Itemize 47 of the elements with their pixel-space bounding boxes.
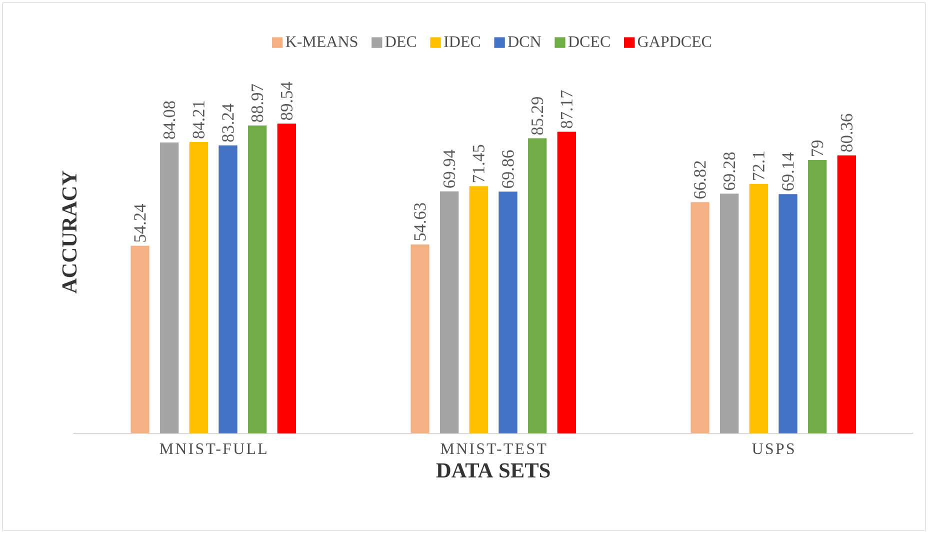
data-label: 66.82: [694, 161, 706, 198]
legend-label: IDEC: [444, 36, 480, 47]
bar: [498, 192, 518, 434]
data-label: 69.28: [723, 152, 736, 190]
bar: [469, 186, 488, 434]
data-label: 54.63: [414, 202, 426, 240]
bar: [778, 194, 798, 434]
x-tick-label: MNIST-TEST: [440, 443, 546, 454]
data-label: 84.21: [192, 100, 205, 138]
legend-label: DCEC: [568, 36, 610, 47]
bar: [277, 123, 296, 434]
legend-label: DCN: [508, 36, 541, 47]
legend-label: DEC: [385, 36, 416, 47]
bar: [218, 145, 238, 434]
data-label: 87.17: [560, 90, 573, 128]
bar: [749, 184, 768, 434]
bar: [410, 244, 430, 434]
bar: [808, 160, 827, 434]
bar: [248, 125, 267, 434]
x-tick-label: MNIST-FULL: [160, 443, 266, 454]
bar: [837, 155, 856, 434]
legend-label: GAPDCEC: [638, 36, 712, 47]
data-label: 85.29: [531, 96, 544, 135]
bar: [690, 202, 710, 434]
y-axis-title: ACCURACY: [62, 170, 77, 294]
data-label: 84.08: [163, 101, 176, 139]
bar: [130, 246, 150, 434]
data-label: 69.14: [782, 152, 794, 190]
data-label: 69.94: [443, 150, 456, 188]
legend-label: K-MEANS: [286, 36, 358, 47]
bar: [189, 142, 208, 434]
data-label: 54.24: [134, 204, 146, 242]
data-label: 71.45: [472, 144, 485, 182]
data-label: 89.54: [280, 82, 293, 120]
bar: [160, 142, 179, 434]
data-label: 80.36: [840, 114, 853, 152]
data-label: 79: [812, 140, 824, 156]
x-tick-label: USPS: [752, 443, 794, 454]
data-label: 72.1: [752, 152, 765, 180]
data-label: 69.86: [502, 150, 514, 188]
data-label: 88.97: [251, 84, 264, 122]
x-axis-title: DATA SETS: [436, 463, 550, 478]
bar: [557, 132, 576, 434]
bar: [720, 194, 739, 434]
bar: [440, 191, 459, 434]
bar: [528, 138, 547, 434]
data-label: 83.24: [222, 104, 234, 142]
